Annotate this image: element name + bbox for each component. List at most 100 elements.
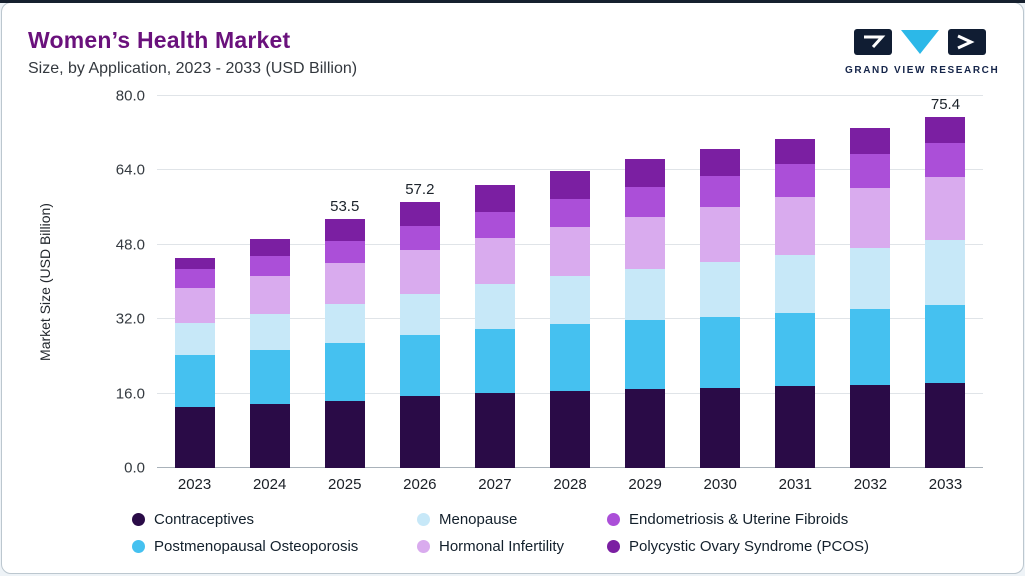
bar-segment <box>174 269 215 288</box>
bar-slot-2030 <box>683 96 758 468</box>
stacked-bar-2023 <box>174 257 215 468</box>
chart: Market Size (USD Billion) 0.0 16.0 32.0 48.… <box>37 88 983 493</box>
stacked-bar-2033 <box>925 117 966 468</box>
bar-segment <box>249 255 290 277</box>
bars-layer: 53.5 57.2 75.4 <box>157 96 983 468</box>
bar-slot-2027 <box>457 96 532 468</box>
bar-total-label-2026: 57.2 <box>405 180 435 198</box>
bar-segment <box>925 142 966 178</box>
bar-segment <box>324 241 365 264</box>
bar-slot-2029 <box>608 96 683 468</box>
stacked-bar-2024 <box>249 239 290 468</box>
stacked-bar-2026 <box>399 201 440 468</box>
y-tick-label: 48.0 <box>115 236 145 254</box>
top-accent-line <box>0 0 1025 3</box>
x-axis-labels: 2023 2024 2025 2026 2027 2028 2029 2030 2031 2032… <box>157 476 983 493</box>
bar-segment <box>850 153 891 188</box>
bar-segment <box>625 159 666 188</box>
bar-segment <box>625 388 666 468</box>
stacked-bar-2032 <box>850 128 891 468</box>
bar-segment <box>550 199 591 228</box>
legend-label: Postmenopausal Osteoporosis <box>154 538 359 555</box>
bar-segment <box>775 312 816 387</box>
bar-slot-2032 <box>833 96 908 468</box>
y-axis-title: Market Size (USD Billion) <box>37 203 53 361</box>
page-subtitle: Size, by Application, 2023 - 2033 (USD B… <box>28 60 358 77</box>
bar-segment <box>925 117 966 143</box>
bar-segment <box>550 170 591 200</box>
x-axis-label-2026: 2026 <box>403 476 437 493</box>
bar-segment <box>550 324 591 391</box>
y-tick-label: 0.0 <box>124 459 145 477</box>
bar-segment <box>474 392 515 468</box>
bar-segment <box>775 386 816 468</box>
legend-marker-icon <box>607 540 620 553</box>
bar-segment <box>850 187 891 248</box>
bar-segment <box>925 305 966 384</box>
bar-segment <box>850 309 891 385</box>
bar-segment <box>249 314 290 350</box>
bar-segment <box>474 283 515 330</box>
x-axis-label-2032: 2032 <box>853 476 888 493</box>
bar-segment <box>249 349 290 405</box>
y-tick-label: 16.0 <box>115 385 145 403</box>
bar-slot-2024 <box>232 96 307 468</box>
legend-label: Endometriosis & Uterine Fibroids <box>629 511 849 528</box>
y-tick-label: 80.0 <box>115 87 145 105</box>
legend-marker-icon <box>132 540 145 553</box>
bar-segment <box>324 342 365 401</box>
bar-segment <box>399 293 440 336</box>
bar-segment <box>324 400 365 468</box>
legend-marker-icon <box>417 540 430 553</box>
legend-item: Menopause <box>417 511 607 528</box>
grand-view-research-logo: GRAND VIEW RESEARCH <box>845 29 998 76</box>
bar-segment <box>399 226 440 251</box>
bar-segment <box>324 303 365 343</box>
bar-segment <box>474 329 515 393</box>
stacked-bar-2027 <box>474 185 515 468</box>
bar-segment <box>474 185 515 212</box>
legend-item: Polycystic Ovary Syndrome (PCOS) <box>607 538 1023 555</box>
bar-segment <box>474 237 515 284</box>
bar-segment <box>174 257 215 270</box>
stacked-bar-2025 <box>324 219 365 468</box>
bar-segment <box>625 187 666 217</box>
bar-segment <box>474 211 515 238</box>
bar-segment <box>850 384 891 468</box>
bar-segment <box>625 320 666 389</box>
stacked-bar-2030 <box>700 149 741 468</box>
bar-slot-2033: 75.4 <box>908 96 983 468</box>
gridline <box>157 169 983 170</box>
bar-segment <box>700 207 741 262</box>
bar-segment <box>775 164 816 198</box>
bar-segment <box>700 149 741 176</box>
legend-label: Hormonal Infertility <box>439 538 565 555</box>
bar-segment <box>399 395 440 468</box>
y-tick-label: 64.0 <box>115 161 145 179</box>
legend-item: Postmenopausal Osteoporosis <box>132 538 417 555</box>
gridline <box>157 95 983 96</box>
bar-segment <box>550 390 591 468</box>
bar-segment <box>249 404 290 468</box>
x-axis-label-2024: 2024 <box>252 476 287 493</box>
stacked-bar-2029 <box>625 159 666 468</box>
legend-label: Polycystic Ovary Syndrome (PCOS) <box>629 538 870 555</box>
bar-segment <box>925 383 966 468</box>
y-tick-label: 32.0 <box>115 310 145 328</box>
bar-segment <box>925 240 966 306</box>
x-axis-label-2028: 2028 <box>553 476 587 493</box>
bar-segment <box>399 250 440 294</box>
bar-segment <box>174 355 215 407</box>
x-axis-label-2029: 2029 <box>628 476 662 493</box>
legend-label: Contraceptives <box>154 511 255 528</box>
bar-slot-2028 <box>532 96 607 468</box>
legend-marker-icon <box>607 513 620 526</box>
stacked-bar-2028 <box>550 170 591 468</box>
legend-marker-icon <box>417 513 430 526</box>
bar-segment <box>174 406 215 468</box>
legend-marker-icon <box>132 513 145 526</box>
bar-segment <box>625 268 666 321</box>
bar-segment <box>700 387 741 468</box>
bar-segment <box>700 261 741 317</box>
